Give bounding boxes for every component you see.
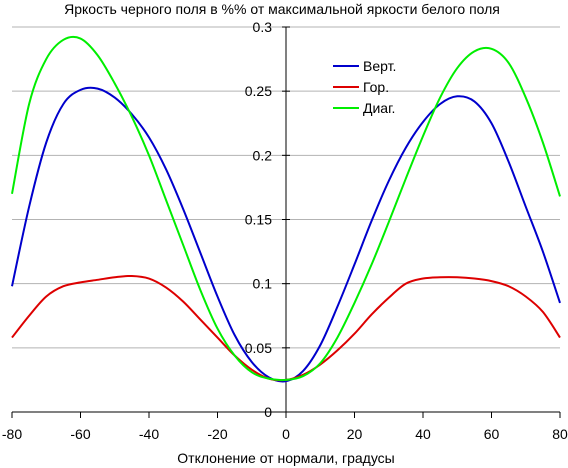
y-tick-label: 0.1: [253, 276, 273, 292]
series-vert-line: [11, 86, 561, 383]
y-tick-label: 0.15: [245, 212, 272, 228]
y-tick-label: 0: [264, 404, 272, 420]
y-tick-label: 0.05: [245, 340, 272, 356]
legend: Верт. Гор. Диаг.: [333, 58, 396, 116]
x-tick-label: 40: [415, 426, 431, 442]
legend-label: Гор.: [363, 79, 389, 95]
y-tick-label: 0.3: [253, 19, 273, 35]
chart-title: Яркость черного поля в %% от максимально…: [64, 1, 500, 17]
x-tick-label: -40: [139, 426, 159, 442]
x-tick-label: -60: [70, 426, 90, 442]
x-tick-label: 20: [347, 426, 363, 442]
x-tick-label: 80: [552, 426, 568, 442]
x-tick-label: -20: [207, 426, 227, 442]
legend-label: Верт.: [363, 58, 396, 74]
x-tick-label: -80: [2, 426, 22, 442]
x-tick-label: 0: [282, 426, 290, 442]
x-axis-label: Отклонение от нормали, градусы: [177, 450, 394, 466]
y-tick-label: 0.25: [245, 83, 272, 99]
y-tick-label: 0.2: [253, 147, 273, 163]
x-tick-label: 60: [484, 426, 500, 442]
series-layer: [11, 35, 561, 383]
legend-label: Диаг.: [363, 100, 395, 116]
ticks: 0 0.05 0.1 0.15 0.2 0.25 0.3 -80 -60 -40 -20 0 20 40 6…: [2, 19, 568, 442]
series-diag-line: [11, 35, 561, 382]
